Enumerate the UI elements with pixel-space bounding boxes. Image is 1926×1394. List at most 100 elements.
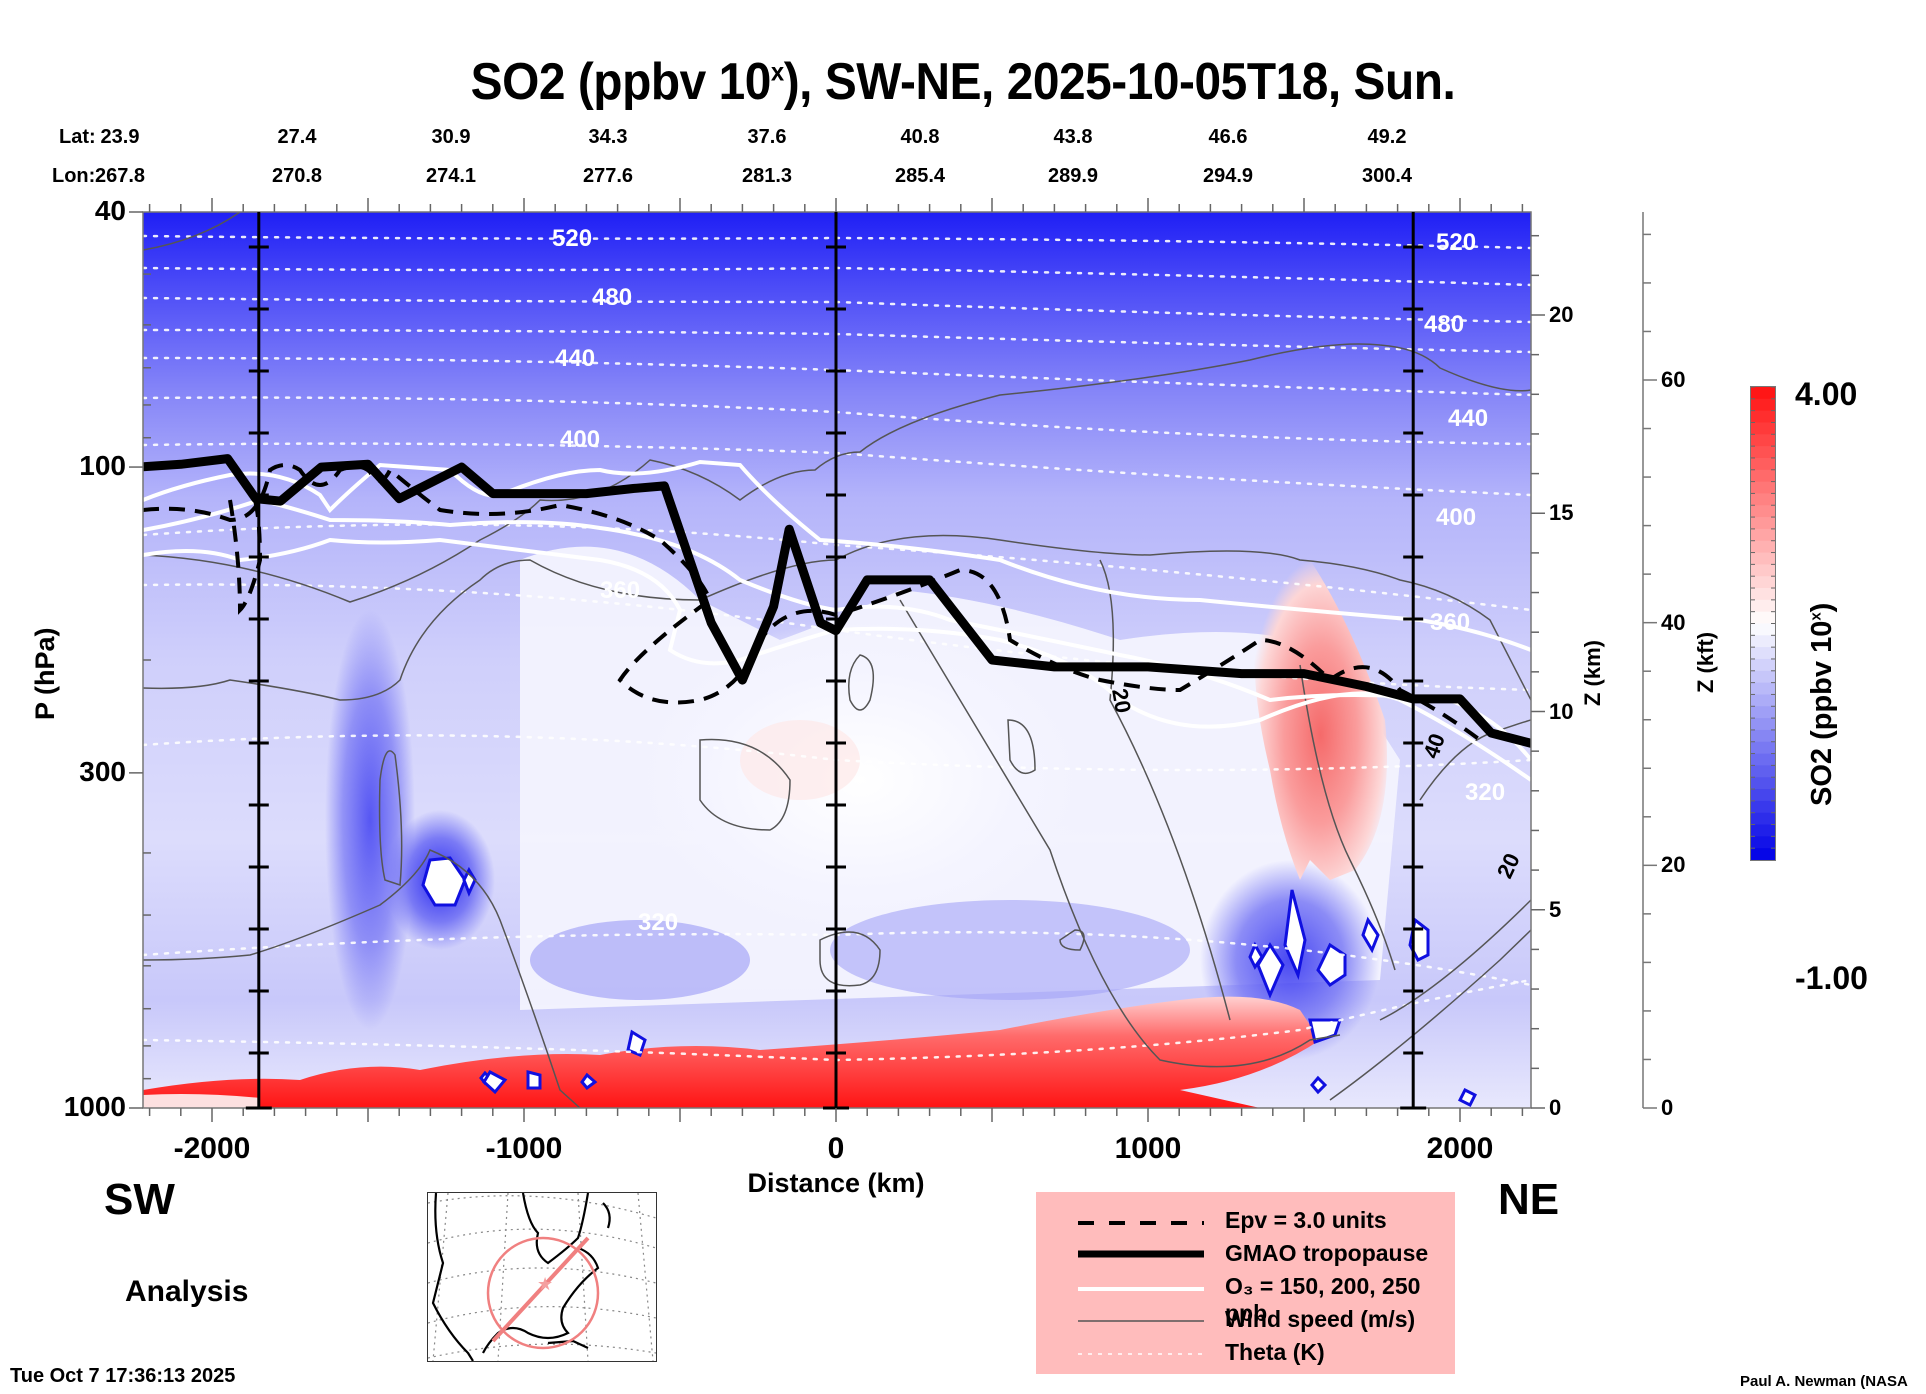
colorbar-swatch xyxy=(1751,528,1775,542)
theta-label-360-right: 360 xyxy=(1430,609,1470,636)
legend-item-theta: Theta (K) xyxy=(1036,1337,1455,1369)
colorbar-swatch xyxy=(1751,765,1775,778)
colorbar-swatch xyxy=(1751,789,1775,802)
legend-dotted-line-icon xyxy=(1078,1353,1204,1355)
locator-map: ★ xyxy=(427,1192,657,1362)
z-km-ticks xyxy=(1531,234,1545,1109)
lon-value: 285.4 xyxy=(894,165,946,187)
faint-red-region xyxy=(740,720,860,800)
lat-value: 40.8 xyxy=(900,126,940,148)
colorbar-swatch xyxy=(1751,552,1775,565)
colorbar-swatch xyxy=(1751,398,1775,412)
theta-label-480-right: 480 xyxy=(1424,311,1464,338)
legend-label: Epv = 3.0 units xyxy=(1225,1207,1387,1233)
lat-value: 30.9 xyxy=(431,126,471,148)
credit: Paul A. Newman (NASA xyxy=(1740,1373,1908,1390)
so2-plume xyxy=(1254,557,1387,880)
map-center-star-icon: ★ xyxy=(537,1274,553,1295)
theta-labels: 520 480 440 400 360 320 520 480 440 400 … xyxy=(552,225,1505,936)
colorbar-swatch xyxy=(1751,824,1775,837)
lon-value: 277.6 xyxy=(582,165,634,187)
colorbar-swatch xyxy=(1751,505,1775,518)
colorbar-swatch xyxy=(1751,410,1775,424)
colorbar-swatch xyxy=(1751,836,1775,849)
colorbar-swatch xyxy=(1751,469,1775,483)
z-km-tick-label: 10 xyxy=(1549,698,1574,724)
legend-item-tropopause: GMAO tropopause xyxy=(1036,1238,1455,1270)
colorbar-swatch xyxy=(1751,800,1775,814)
colorbar-swatch xyxy=(1751,457,1775,471)
lat-label: Lat: xyxy=(59,126,96,148)
timestamp: Tue Oct 7 17:36:13 2025 xyxy=(10,1365,236,1387)
legend-item-epv: Epv = 3.0 units xyxy=(1036,1205,1455,1237)
theta-label-520: 520 xyxy=(552,225,592,252)
z-km-tick-label: 20 xyxy=(1549,302,1574,327)
theta-label-360: 360 xyxy=(600,577,640,604)
z-kft-tick-label: 20 xyxy=(1661,852,1686,878)
legend-item-ozone: O₃ = 150, 200, 250 ppb xyxy=(1036,1271,1455,1326)
lat-value: 49.2 xyxy=(1367,126,1407,148)
legend-dashed-line-icon xyxy=(1078,1221,1204,1225)
lat-value: 23.9 xyxy=(100,126,140,148)
x-tick-label: 0 xyxy=(827,1132,845,1165)
colorbar-swatch xyxy=(1751,694,1775,707)
lon-value: 274.1 xyxy=(425,165,477,187)
colorbar-swatch xyxy=(1751,517,1775,530)
y-axis-title: P (hPa) xyxy=(30,627,60,720)
x-tick-label: -1000 xyxy=(485,1132,563,1165)
colorbar-swatch xyxy=(1751,599,1775,613)
z-kft-ticks xyxy=(1643,233,1657,1109)
legend-white-line-icon xyxy=(1078,1287,1204,1291)
legend-heavy-line-icon xyxy=(1078,1250,1204,1258)
colorbar-max-label: 4.00 xyxy=(1795,376,1858,412)
legend-item-wind: Wind speed (m/s) xyxy=(1036,1304,1455,1336)
colorbar-swatch xyxy=(1751,493,1775,506)
colorbar-swatch xyxy=(1751,564,1775,577)
so2-field: 520 480 440 400 360 320 520 480 440 400 … xyxy=(143,212,1531,1108)
colorbar-swatch xyxy=(1751,670,1775,684)
surface-so2-band xyxy=(143,996,1320,1108)
legend-label: Wind speed (m/s) xyxy=(1225,1306,1416,1332)
colorbar-swatch xyxy=(1751,481,1775,495)
y-tick-label: 300 xyxy=(79,755,126,787)
colorbar-swatch xyxy=(1751,729,1775,743)
colorbar-swatch xyxy=(1751,576,1775,589)
analysis-label: Analysis xyxy=(125,1275,249,1308)
colorbar-swatch xyxy=(1751,446,1775,459)
direction-ne: NE xyxy=(1498,1175,1560,1224)
lat-value: 43.8 xyxy=(1053,126,1093,148)
colorbar-swatch xyxy=(1751,682,1775,696)
x-tick-label: -2000 xyxy=(173,1132,251,1165)
title-main: SO2 (ppbv 10 xyxy=(470,53,772,111)
white-region xyxy=(630,620,1090,940)
lon-value: 294.9 xyxy=(1202,165,1254,187)
blue-band-left xyxy=(530,920,750,1000)
lon-value: 300.4 xyxy=(1361,165,1413,187)
theta-label-320: 320 xyxy=(638,909,678,936)
lat-value: 34.3 xyxy=(588,126,628,148)
lon-value: 289.9 xyxy=(1047,165,1099,187)
wind-speed-contours xyxy=(143,212,1531,1108)
blue-column-left xyxy=(325,610,415,1030)
theta-label-440: 440 xyxy=(555,345,595,372)
z-kft-tick-label: 60 xyxy=(1661,367,1686,392)
theta-label-440-right: 440 xyxy=(1448,405,1488,432)
legend-label: Theta (K) xyxy=(1225,1339,1325,1365)
x-axis-ticks xyxy=(148,198,1524,1122)
colorbar-swatch xyxy=(1751,647,1775,660)
z-km-tick-label: 15 xyxy=(1549,500,1574,526)
x-axis-title: Distance (km) xyxy=(747,1168,925,1198)
z-km-tick-label: 5 xyxy=(1549,896,1562,922)
colorbar-swatch xyxy=(1751,777,1775,790)
lon-value: 267.8 xyxy=(94,165,146,187)
x-tick-label: 1000 xyxy=(1114,1132,1182,1165)
title-superscript: x xyxy=(770,56,784,87)
theta-label-320-right: 320 xyxy=(1465,779,1505,806)
lat-value: 46.6 xyxy=(1208,126,1248,148)
y-axis-ticks xyxy=(129,211,151,1109)
colorbar-min-label: -1.00 xyxy=(1795,960,1868,996)
colorbar-swatch xyxy=(1751,635,1775,648)
title-rest: ), SW-NE, 2025-10-05T18, Sun. xyxy=(783,53,1456,111)
tropopause-line xyxy=(143,454,1531,748)
colorbar-swatch xyxy=(1751,623,1775,636)
